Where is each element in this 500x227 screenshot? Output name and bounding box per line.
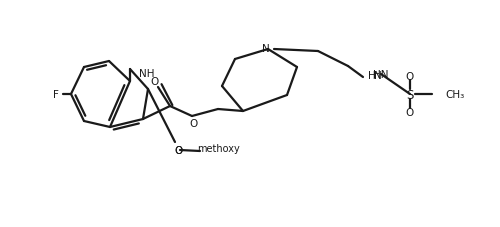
Text: methoxy: methoxy bbox=[197, 143, 240, 153]
Text: NH: NH bbox=[139, 69, 154, 79]
Text: H: H bbox=[368, 71, 376, 81]
Text: O: O bbox=[174, 145, 182, 155]
Text: O: O bbox=[190, 118, 198, 128]
Text: HN: HN bbox=[373, 70, 388, 80]
Text: O: O bbox=[150, 77, 158, 87]
Text: S: S bbox=[406, 88, 414, 101]
Text: F: F bbox=[53, 90, 59, 100]
Text: CH₃: CH₃ bbox=[445, 90, 464, 100]
Text: N: N bbox=[262, 44, 270, 54]
Text: O: O bbox=[406, 72, 414, 82]
Text: O: O bbox=[406, 108, 414, 118]
Text: O: O bbox=[174, 145, 182, 155]
Text: N: N bbox=[374, 71, 382, 81]
